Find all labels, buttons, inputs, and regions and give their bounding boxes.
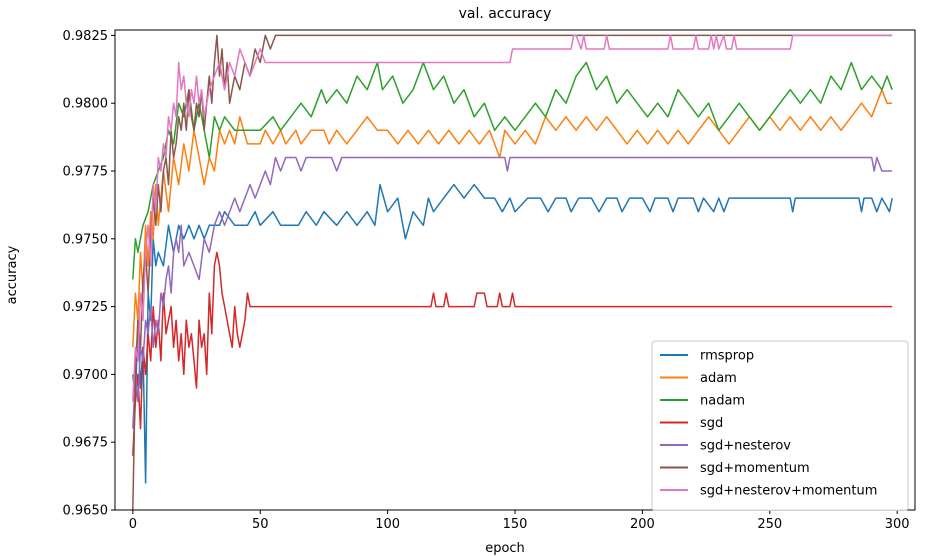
x-tick-label: 200 bbox=[630, 517, 655, 532]
series-line-adam bbox=[132, 88, 893, 348]
y-tick-label: 0.9775 bbox=[63, 165, 109, 180]
x-tick-label: 150 bbox=[503, 517, 528, 532]
y-tick-label: 0.9650 bbox=[63, 504, 109, 519]
legend: rmsprop adam nadam sgd sgd+nesterov sgd+momen… bbox=[651, 340, 909, 511]
x-tick-label: 50 bbox=[252, 517, 269, 532]
legend-label-sgd-nesterov-momentum: sgd+nesterov+momentum bbox=[700, 484, 877, 499]
legend-label-nadam: nadam bbox=[700, 394, 745, 409]
x-tick-label: 250 bbox=[757, 517, 782, 532]
x-tick-label: 0 bbox=[129, 517, 137, 532]
y-tick-label: 0.9675 bbox=[63, 436, 109, 451]
y-tick-label: 0.9750 bbox=[63, 232, 109, 247]
series-line-nadam bbox=[132, 61, 893, 280]
y-tick-label: 0.9825 bbox=[63, 29, 109, 44]
legend-label-sgd-momentum: sgd+momentum bbox=[700, 461, 810, 476]
y-tick-label: 0.9700 bbox=[63, 368, 109, 383]
legend-box bbox=[651, 340, 909, 511]
chart-title: val. accuracy bbox=[459, 6, 552, 22]
x-tick-label: 300 bbox=[885, 517, 910, 532]
series-line-sgd-nesterov-momentum bbox=[132, 34, 893, 402]
y-axis-label: accuracy bbox=[5, 245, 20, 304]
legend-label-rmsprop: rmsprop bbox=[700, 349, 754, 364]
series-line-sgd-nesterov bbox=[132, 156, 893, 429]
y-tick-label: 0.9725 bbox=[63, 300, 109, 315]
x-tick-label: 100 bbox=[375, 517, 400, 532]
series-line-sgd bbox=[132, 251, 893, 456]
x-axis-label: epoch bbox=[485, 541, 525, 556]
plot-frame bbox=[114, 29, 916, 511]
series-layer bbox=[132, 34, 893, 510]
series-line-rmsprop bbox=[132, 183, 893, 484]
legend-label-sgd-nesterov: sgd+nesterov bbox=[700, 439, 791, 454]
legend-label-adam: adam bbox=[700, 371, 737, 386]
y-tick-label: 0.9800 bbox=[63, 97, 109, 112]
legend-label-sgd: sgd bbox=[700, 416, 723, 431]
ticks-layer: 0 50 100 150 200 250 300 0.9650 0.9675 0.9700 0.97… bbox=[63, 29, 910, 532]
